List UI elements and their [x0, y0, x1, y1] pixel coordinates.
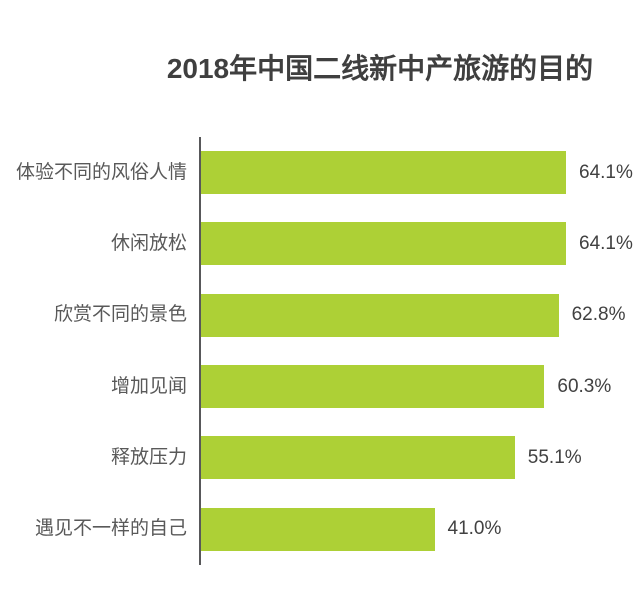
- plot-area: 64.1%: [199, 137, 640, 209]
- category-label: 遇见不一样的自己: [34, 518, 187, 540]
- category-label: 体验不同的风俗人情: [15, 161, 187, 183]
- chart: 体验不同的风俗人情 64.1% 休闲放松 64.1% 欣赏不同的景色 62.8% 增加见闻 6…: [0, 137, 640, 565]
- bar: [201, 436, 515, 480]
- value-label: 64.1%: [579, 161, 633, 183]
- value-label: 64.1%: [579, 232, 633, 254]
- plot-area: 41.0%: [199, 493, 640, 565]
- category-label: 休闲放松: [110, 233, 187, 255]
- chart-row: 释放压力 55.1%: [0, 422, 640, 494]
- value-label: 60.3%: [557, 375, 612, 397]
- plot-area: 55.1%: [199, 422, 640, 494]
- category-label: 欣赏不同的景色: [53, 304, 187, 326]
- category-label: 释放压力: [110, 447, 187, 469]
- plot-area: 60.3%: [199, 350, 640, 423]
- bar: [201, 507, 435, 551]
- chart-row: 欣赏不同的景色 62.8%: [0, 279, 640, 351]
- bar: [201, 365, 545, 409]
- chart-row: 增加见闻 60.3%: [0, 350, 640, 423]
- plot-area: 62.8%: [199, 279, 640, 351]
- chart-row: 休闲放松 64.1%: [0, 208, 640, 280]
- value-label: 62.8%: [571, 304, 626, 326]
- value-label: 55.1%: [527, 446, 582, 468]
- bar: [201, 293, 559, 337]
- value-label: 41.0%: [447, 518, 502, 540]
- plot-area: 64.1%: [199, 208, 640, 280]
- bar: [201, 222, 566, 266]
- chart-title: 2018年中国二线新中产旅游的目的: [166, 53, 594, 84]
- chart-row: 体验不同的风俗人情 64.1%: [0, 137, 640, 209]
- chart-row: 遇见不一样的自己 41.0%: [0, 493, 640, 565]
- category-label: 增加见闻: [110, 375, 187, 397]
- bar: [201, 151, 566, 195]
